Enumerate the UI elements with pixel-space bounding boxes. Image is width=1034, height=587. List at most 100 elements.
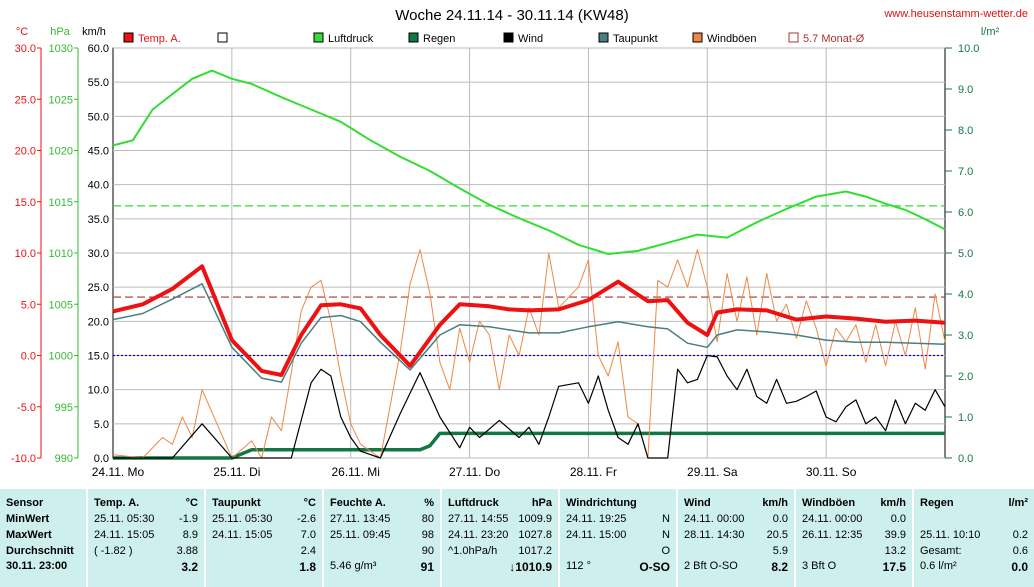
col-unit: % [424, 497, 434, 509]
series-taupunkt-line [112, 283, 946, 383]
cell-value: 0.0 [772, 513, 788, 525]
cell-value: -1.9 [179, 513, 198, 525]
cell-label: 24.11. 19:25 [566, 513, 627, 525]
row-label-sensor: Sensor [6, 497, 44, 509]
table-column-bg [0, 489, 86, 587]
series-tempa-line [112, 264, 946, 377]
cell-label: ^1.0hPa/h [448, 545, 498, 557]
row-label-current: 30.11. 23:00 [6, 560, 68, 572]
series [112, 69, 946, 460]
rain-tick-label: 10.0 [958, 43, 979, 55]
cell-value: 80 [421, 513, 434, 525]
cell-value: 1.8 [299, 560, 316, 574]
cell-value: ↓1010.9 [509, 560, 552, 574]
col-head: Temp. A. [94, 497, 140, 509]
cell-label: 28.11. 14:30 [684, 529, 745, 541]
table-column-bg [324, 489, 440, 587]
legend-swatch [692, 32, 703, 43]
table-column-bg [88, 489, 204, 587]
rain-tick-label: 2.0 [958, 371, 973, 383]
legend-label: Windböen [707, 33, 757, 45]
wind-tick-label: 30.0 [88, 248, 109, 260]
wind-tick-label: 50.0 [88, 111, 109, 123]
cell-label: 24.11. 00:00 [684, 513, 745, 525]
cell-value: 98 [421, 529, 434, 541]
cell-value: 0.6 [1012, 545, 1028, 557]
row-label-max: MaxWert [6, 529, 52, 541]
wind-tick-label: 40.0 [88, 180, 109, 192]
cell-label: 24.11. 15:05 [212, 529, 273, 541]
cell-value: 3.88 [176, 545, 198, 557]
cell-label: Gesamt: [920, 545, 962, 557]
cell-value: 0.0 [890, 513, 906, 525]
x-tick-label: 29.11. Sa [687, 465, 738, 479]
cell-label: 0.6 l/m² [920, 560, 957, 572]
row-label-min: MinWert [6, 513, 50, 525]
cell-label: 24.11. 15:05 [94, 529, 155, 541]
cell-value: 3.2 [181, 560, 198, 574]
rain-tick-label: 9.0 [958, 84, 973, 96]
legend-swatch [123, 32, 134, 43]
wind-tick-label: 5.0 [94, 419, 109, 431]
wind-tick-label: 55.0 [88, 77, 109, 89]
cell-value: 5.9 [772, 545, 788, 557]
row-label-avg: Durchschnitt [6, 545, 74, 557]
cell-value: 8.2 [771, 560, 788, 574]
cell-label: 24.11. 00:00 [802, 513, 863, 525]
table-column-bg [442, 489, 558, 587]
unit-rain: l/m² [981, 26, 1000, 38]
col-head: Wind [684, 497, 711, 509]
cell-value: 1027.8 [518, 529, 552, 541]
pressure-tick-label: 1010 [49, 248, 73, 260]
col-unit: °C [303, 497, 316, 509]
temp-tick-label: 20.0 [15, 146, 36, 158]
summary-table: Sensor MinWert MaxWert Durchschnitt 30.11. 2… [0, 489, 1034, 587]
cell-label: 25.11. 10:10 [920, 529, 981, 541]
legend-label: Taupunkt [613, 33, 658, 45]
cell-value: 90 [421, 545, 434, 557]
col-head: Windrichtung [566, 497, 637, 509]
temp-tick-label: 25.0 [15, 94, 36, 106]
cell-value: N [662, 529, 670, 541]
website-link[interactable]: www.heusenstamm-wetter.de [883, 8, 1028, 20]
rain-tick-label: 3.0 [958, 330, 973, 342]
col-unit: hPa [531, 497, 552, 509]
col-head: Feuchte A. [330, 497, 386, 509]
legend-swatch [408, 32, 419, 43]
wind-tick-label: 0.0 [94, 453, 109, 465]
wind-tick-label: 25.0 [88, 282, 109, 294]
col-head: Regen [920, 497, 954, 509]
cell-label: 2 Bft O-SO [684, 560, 738, 572]
rain-tick-label: 0.0 [958, 453, 973, 465]
cell-label: 112 ° [566, 560, 591, 572]
cell-value: O-SO [639, 560, 670, 574]
cell-value: 0.2 [1012, 529, 1028, 541]
rain-tick-label: 4.0 [958, 289, 973, 301]
wind-tick-label: 20.0 [88, 316, 109, 328]
legend-swatch [598, 32, 609, 43]
cell-label: 27.11. 13:45 [330, 513, 391, 525]
cell-label: 25.11. 05:30 [94, 513, 155, 525]
legend-label: Temp. A. [138, 33, 181, 45]
cell-label: 26.11. 12:35 [802, 529, 863, 541]
cell-value: 17.5 [882, 560, 906, 574]
col-head: Luftdruck [448, 497, 499, 509]
pressure-tick-label: 1015 [49, 197, 73, 209]
col-unit: km/h [762, 497, 788, 509]
legend-label: 5.7 Monat-Ø [803, 33, 865, 45]
cell-value: 2.4 [300, 545, 316, 557]
cell-label: ( -1.82 ) [94, 545, 133, 557]
temp-tick-label: -5.0 [17, 402, 36, 414]
rain-tick-label: 5.0 [958, 248, 973, 260]
legend-swatch [217, 32, 228, 43]
cell-value: 13.2 [884, 545, 906, 557]
table-column-bg [560, 489, 676, 587]
unit-wind: km/h [82, 26, 106, 38]
weather-chart: Woche 24.11.14 - 30.11.14 (KW48) www.heu… [11, 7, 1028, 479]
cell-value: 1009.9 [518, 513, 552, 525]
cell-value: N [662, 513, 670, 525]
temp-tick-label: 5.0 [21, 299, 36, 311]
pressure-tick-label: 1000 [49, 351, 73, 363]
col-unit: km/h [880, 497, 906, 509]
x-tick-label: 26.11. Mi [331, 465, 379, 479]
